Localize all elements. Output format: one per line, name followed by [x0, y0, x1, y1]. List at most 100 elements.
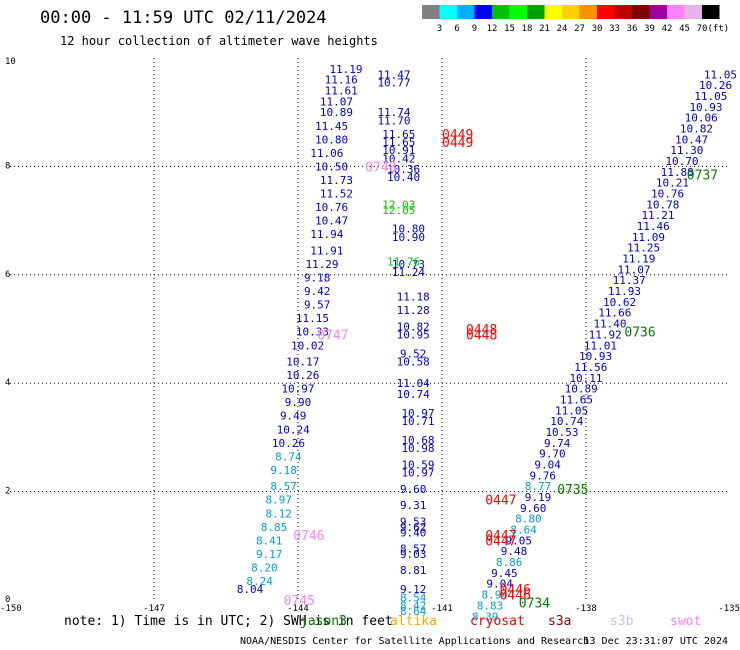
wave-height-value: 8.39 — [472, 610, 499, 623]
wave-height-value: 11.66 — [598, 307, 631, 320]
wave-height-value: 10.82 — [680, 122, 713, 135]
time-label: 0747 — [317, 328, 348, 343]
wave-height-value: 10.59 — [401, 459, 434, 472]
colorbar-swatch — [649, 5, 667, 19]
colorbar-label: 9 — [472, 24, 477, 34]
y-tick-label: 2 — [5, 487, 10, 497]
wave-height-value: 10.02 — [291, 339, 324, 352]
x-tick-label: -135 — [718, 604, 740, 614]
colorbar-swatch — [492, 5, 510, 19]
wave-height-value: 9.60 — [400, 483, 427, 496]
wave-height-value: 11.40 — [593, 318, 626, 331]
wave-height-value: 11.28 — [397, 304, 430, 317]
wave-height-value: 10.26 — [272, 437, 305, 450]
wave-height-value: 11.94 — [310, 228, 343, 241]
y-tick-label: 0 — [5, 595, 10, 605]
wave-height-value: 11.61 — [325, 85, 358, 98]
wave-height-value: 10.26 — [699, 79, 732, 92]
wave-height-value: 10.73 — [392, 258, 425, 271]
colorbar-swatch — [562, 5, 580, 19]
time-label: 0446 — [500, 583, 531, 598]
wave-height-value: 10.74 — [550, 415, 583, 428]
colorbar-label: 39 — [644, 24, 655, 34]
wave-height-value: 10.77 — [377, 76, 410, 89]
wave-height-value: 11.05 — [704, 68, 737, 81]
wave-height-value: 8.12 — [266, 507, 293, 520]
time-label: 0734 — [519, 597, 550, 612]
wave-height-value: 11.05 — [694, 90, 727, 103]
time-label: 0447 — [485, 534, 516, 549]
colorbar-unit: (ft) — [708, 24, 730, 34]
wave-height-value: 9.74 — [544, 437, 571, 450]
wave-height-value: 10.80 — [315, 133, 348, 146]
wave-height-value: 9.53 — [400, 515, 427, 528]
wave-height-value: 11.30 — [670, 144, 703, 157]
wave-height-value: 11.74 — [377, 106, 410, 119]
time-labels: 0449044904480448044704470447044604460748… — [284, 128, 719, 612]
chart-grid — [10, 58, 730, 600]
wave-height-value: 10.62 — [603, 296, 636, 309]
wave-height-value: 8.24 — [246, 575, 273, 588]
wave-height-value: 11.65 — [560, 393, 593, 406]
colorbar-swatch — [597, 5, 615, 19]
wave-height-value: 10.71 — [401, 415, 434, 428]
wave-height-value: 8.04 — [237, 583, 264, 596]
satellite-legend-swot: swot — [670, 614, 701, 629]
wave-height-value: 10.82 — [397, 320, 430, 333]
wave-height-value: 10.53 — [545, 426, 578, 439]
wave-height-value: 8.86 — [496, 556, 523, 569]
wave-height-value: 11.04 — [397, 377, 430, 390]
wave-height-value: 9.18 — [270, 464, 297, 477]
wave-height-value: 10.97 — [281, 383, 314, 396]
wave-height-value: 11.19 — [622, 253, 655, 266]
wave-height-value: 11.01 — [584, 339, 617, 352]
time-label: 0446 — [500, 589, 531, 604]
x-tick-label: -144 — [287, 604, 309, 614]
time-label: 0449 — [442, 128, 473, 143]
wave-height-value: 10.97 — [401, 407, 434, 420]
x-tick-label: -147 — [143, 604, 165, 614]
wave-height-value: 10.17 — [286, 356, 319, 369]
wave-height-value: 9.90 — [285, 396, 312, 409]
footer-credit: NOAA/NESDIS Center for Satellite Applica… — [240, 636, 589, 647]
wave-height-value: 8.83 — [477, 599, 504, 612]
wave-height-value: 8.42 — [400, 599, 427, 612]
wave-height-value: 12.05 — [382, 204, 415, 217]
colorbar-swatch — [509, 5, 527, 19]
wave-height-value: 8.97 — [266, 494, 293, 507]
wave-height-value: 8.41 — [256, 534, 283, 547]
colorbar-swatch — [667, 5, 685, 19]
wave-height-value: 9.18 — [304, 272, 331, 285]
color-legend: 3 6 9 12 15 18 21 24 27 30 33 36 39 42 45 70 (ft) — [422, 5, 729, 34]
wave-height-value: 8.81 — [400, 564, 427, 577]
wave-height-value: 8.85 — [261, 521, 288, 534]
wave-height-value: 10.93 — [579, 350, 612, 363]
colorbar-swatch — [439, 5, 457, 19]
wave-height-value: 10.78 — [646, 198, 679, 211]
wave-height-value: 10.80 — [392, 223, 425, 236]
wave-height-value: 11.52 — [320, 188, 353, 201]
satellite-legend-jason3: jason3 — [300, 614, 347, 629]
wave-height-value: 9.17 — [256, 548, 283, 561]
wave-height-value: 11.47 — [377, 68, 410, 81]
wave-height-value: 11.19 — [329, 63, 362, 76]
wave-height-value: 9.49 — [280, 410, 307, 423]
colorbar-swatch — [579, 5, 597, 19]
colorbar-label: 30 — [592, 24, 603, 34]
chart-title: 00:00 - 11:59 UTC 02/11/2024 — [40, 8, 327, 28]
wave-height-value: 8.80 — [515, 513, 542, 526]
wave-height-value: 9.03 — [400, 548, 427, 561]
colorbar-swatch — [614, 5, 632, 19]
wave-height-value: 9.62 — [400, 521, 427, 534]
wave-height-value: 10.11 — [569, 372, 602, 385]
time-label: 0748 — [365, 160, 396, 175]
wave-height-value: 11.29 — [305, 258, 338, 271]
satellite-legend-cryosat: cryosat — [470, 614, 525, 629]
time-label: 0746 — [293, 529, 324, 544]
wave-height-value: 11.65 — [382, 128, 415, 141]
wave-height-value: 10.06 — [685, 112, 718, 125]
wave-height-value: 11.07 — [617, 263, 650, 276]
wave-height-value: 10.50 — [315, 160, 348, 173]
wave-height-value: 10.40 — [387, 171, 420, 184]
colorbar-label: 42 — [662, 24, 673, 34]
